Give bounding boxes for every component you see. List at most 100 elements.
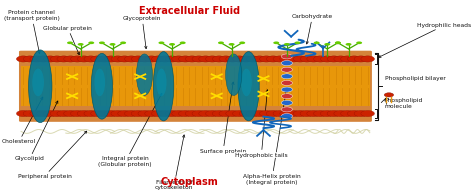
Circle shape (314, 56, 327, 62)
Circle shape (172, 110, 185, 117)
Ellipse shape (28, 50, 52, 123)
Text: Glycoprotein: Glycoprotein (123, 16, 162, 49)
Circle shape (219, 110, 233, 117)
Circle shape (354, 110, 368, 117)
Circle shape (145, 110, 158, 117)
Circle shape (84, 56, 98, 62)
Circle shape (361, 56, 374, 62)
Circle shape (131, 56, 145, 62)
Circle shape (138, 56, 152, 62)
Ellipse shape (32, 68, 44, 96)
Circle shape (199, 56, 212, 62)
Circle shape (356, 42, 362, 44)
Circle shape (17, 56, 30, 62)
Text: Hydrophobic tails: Hydrophobic tails (235, 90, 288, 158)
Circle shape (282, 94, 292, 99)
Circle shape (314, 42, 319, 44)
Circle shape (192, 56, 206, 62)
Circle shape (307, 110, 320, 117)
Circle shape (165, 110, 179, 117)
Circle shape (212, 110, 226, 117)
Circle shape (212, 56, 226, 62)
Circle shape (282, 74, 292, 79)
Circle shape (57, 56, 71, 62)
Circle shape (307, 56, 320, 62)
Circle shape (206, 56, 219, 62)
Circle shape (314, 110, 327, 117)
Circle shape (152, 110, 165, 117)
Circle shape (91, 56, 104, 62)
Circle shape (253, 110, 266, 117)
Circle shape (78, 43, 83, 46)
Circle shape (172, 56, 185, 62)
Circle shape (335, 42, 341, 44)
Circle shape (91, 110, 104, 117)
Circle shape (206, 110, 219, 117)
Circle shape (17, 110, 30, 117)
Circle shape (120, 42, 126, 44)
Circle shape (282, 61, 292, 66)
Circle shape (260, 110, 273, 117)
Circle shape (282, 67, 292, 72)
Text: Globular protein: Globular protein (44, 26, 92, 55)
Circle shape (158, 110, 172, 117)
Circle shape (36, 56, 50, 62)
Circle shape (36, 110, 50, 117)
Circle shape (111, 110, 125, 117)
Circle shape (179, 56, 192, 62)
Circle shape (347, 110, 361, 117)
Circle shape (185, 56, 199, 62)
Circle shape (287, 110, 300, 117)
Circle shape (341, 110, 354, 117)
Circle shape (199, 110, 212, 117)
Text: Alpha-Helix protein
(Integral protein): Alpha-Helix protein (Integral protein) (243, 90, 301, 184)
Ellipse shape (154, 52, 174, 121)
Circle shape (324, 43, 330, 46)
Circle shape (239, 56, 253, 62)
Circle shape (138, 110, 152, 117)
Circle shape (282, 54, 292, 59)
Circle shape (273, 56, 287, 62)
Circle shape (30, 56, 44, 62)
Circle shape (219, 56, 233, 62)
Circle shape (104, 56, 118, 62)
Circle shape (354, 56, 368, 62)
Text: Surface protein: Surface protein (200, 82, 246, 154)
Circle shape (30, 110, 44, 117)
Circle shape (334, 110, 347, 117)
Circle shape (77, 110, 91, 117)
Text: Filaments of
cytoskeleton: Filaments of cytoskeleton (155, 135, 193, 190)
Circle shape (282, 87, 292, 92)
Circle shape (347, 56, 361, 62)
Circle shape (218, 42, 224, 44)
Circle shape (253, 56, 266, 62)
Circle shape (23, 56, 37, 62)
Circle shape (341, 56, 354, 62)
Circle shape (50, 56, 64, 62)
Circle shape (71, 110, 84, 117)
Circle shape (179, 110, 192, 117)
Circle shape (64, 56, 77, 62)
Circle shape (280, 56, 293, 62)
Circle shape (361, 110, 374, 117)
Circle shape (273, 42, 279, 44)
Text: Extracellular Fluid: Extracellular Fluid (138, 6, 240, 16)
Circle shape (118, 110, 131, 117)
Circle shape (293, 110, 307, 117)
Circle shape (104, 110, 118, 117)
Ellipse shape (94, 68, 105, 96)
Circle shape (125, 56, 138, 62)
Circle shape (165, 56, 179, 62)
Circle shape (287, 56, 300, 62)
Circle shape (284, 43, 290, 46)
Circle shape (282, 81, 292, 85)
Ellipse shape (226, 54, 242, 95)
Text: Cytoplasm: Cytoplasm (160, 177, 218, 187)
Circle shape (228, 43, 235, 46)
Circle shape (273, 110, 287, 117)
Circle shape (260, 56, 273, 62)
Circle shape (64, 110, 77, 117)
Circle shape (384, 93, 393, 97)
Ellipse shape (238, 52, 259, 121)
Ellipse shape (91, 53, 112, 119)
